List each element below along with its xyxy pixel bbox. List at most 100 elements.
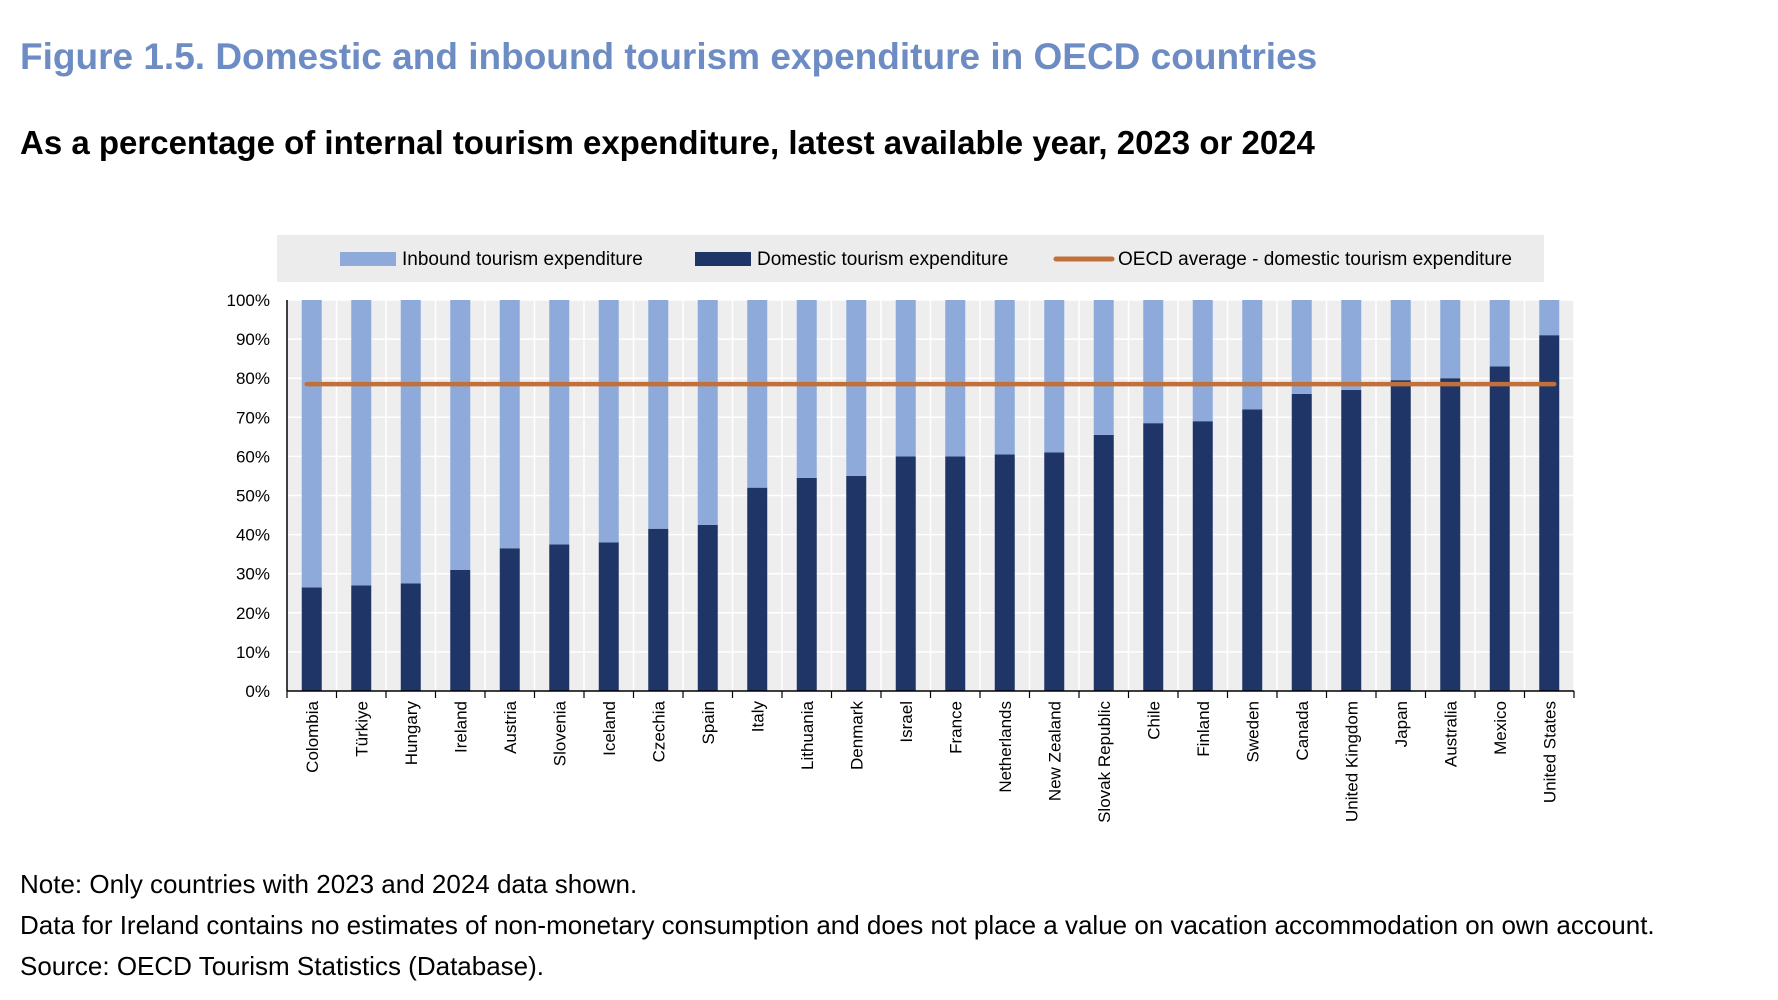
bar-domestic (1044, 452, 1065, 691)
bar-inbound (351, 300, 372, 586)
bar-inbound (846, 300, 867, 476)
y-tick-label: 60% (236, 447, 270, 466)
x-tick-label: Netherlands (996, 701, 1015, 793)
legend-label: OECD average - domestic tourism expendit… (1118, 249, 1512, 270)
x-tick-label: Hungary (402, 701, 421, 766)
y-tick-label: 30% (236, 565, 270, 584)
bar-inbound (1341, 300, 1362, 390)
x-tick-label: Lithuania (798, 700, 817, 770)
x-tick-label: Czechia (649, 700, 668, 762)
bar-inbound (796, 300, 817, 478)
x-tick-label: Italy (748, 701, 767, 733)
x-tick-label: United States (1540, 701, 1559, 803)
bar-inbound (450, 300, 471, 570)
bar-domestic (895, 456, 916, 691)
bar-domestic (846, 475, 867, 691)
bar-inbound (1291, 300, 1312, 394)
x-tick-label: Japan (1392, 701, 1411, 747)
bar-inbound (697, 300, 718, 525)
figure-title: Figure 1.5. Domestic and inbound tourism… (20, 36, 1318, 77)
bar-domestic (1489, 366, 1510, 691)
x-tick-label: Israel (897, 701, 916, 743)
bar-domestic (1341, 389, 1362, 691)
bar-domestic (994, 454, 1015, 691)
x-tick-label: Canada (1293, 700, 1312, 760)
bar-inbound (1539, 300, 1560, 336)
x-tick-label: Türkiye (352, 701, 371, 757)
bar-domestic (1242, 409, 1263, 691)
y-tick-label: 40% (236, 526, 270, 545)
bar-inbound (301, 300, 322, 588)
y-tick-label: 80% (236, 369, 270, 388)
bar-domestic (1291, 393, 1312, 691)
note-text: Note: Only countries with 2023 and 2024 … (20, 869, 638, 899)
x-tick-label: Sweden (1243, 701, 1262, 762)
x-tick-label: Slovak Republic (1095, 701, 1114, 823)
source-text: Source: OECD Tourism Statistics (Databas… (20, 951, 545, 981)
bar-inbound (1143, 300, 1164, 424)
bar-inbound (994, 300, 1015, 455)
bar-domestic (1143, 423, 1164, 691)
bar-domestic (1539, 335, 1560, 691)
bar-inbound (1242, 300, 1263, 410)
bar-domestic (648, 528, 669, 691)
bar-domestic (796, 477, 817, 691)
x-tick-label: Denmark (847, 701, 866, 770)
bar-inbound (1489, 300, 1510, 367)
x-tick-label: United Kingdom (1342, 701, 1361, 822)
x-tick-label: Colombia (303, 700, 322, 772)
stacked-bar-chart: Inbound tourism expenditure Domestic tour… (227, 235, 1575, 823)
x-tick-label: France (946, 701, 965, 754)
y-tick-label: 70% (236, 408, 270, 427)
legend-swatch (340, 252, 396, 266)
x-tick-label: Australia (1441, 700, 1460, 767)
bar-domestic (549, 544, 570, 691)
bar-inbound (648, 300, 669, 529)
bar-domestic (1390, 380, 1411, 691)
x-tick-label: Chile (1144, 701, 1163, 740)
bar-inbound (1093, 300, 1114, 435)
y-tick-label: 20% (236, 604, 270, 623)
bar-inbound (1390, 300, 1411, 381)
x-axis-tick-labels: Colombia Türkiye Hungary Ireland Austria Slov… (303, 700, 1560, 822)
bar-inbound (598, 300, 619, 543)
ireland-note-text: Data for Ireland contains no estimates o… (20, 910, 1655, 940)
y-tick-label: 100% (227, 291, 270, 310)
bar-inbound (549, 300, 570, 545)
bar-inbound (499, 300, 520, 549)
chart-legend: Inbound tourism expenditure Domestic tour… (340, 249, 1512, 270)
x-tick-label: Spain (699, 701, 718, 744)
bar-inbound (1440, 300, 1461, 379)
x-tick-label: New Zealand (1045, 701, 1064, 801)
axes (286, 300, 1575, 698)
bar-inbound (747, 300, 768, 488)
y-axis-tick-labels: 0% 10% 20% 30% 40% 50% 60% 70% 80% 90% 100% (227, 291, 270, 701)
bar-domestic (1093, 434, 1114, 691)
legend-label: Domestic tourism expenditure (757, 249, 1008, 270)
x-tick-label: Finland (1194, 701, 1213, 757)
y-tick-label: 90% (236, 330, 270, 349)
bar-domestic (945, 456, 966, 691)
figure-notes: Note: Only countries with 2023 and 2024 … (20, 864, 1655, 987)
y-tick-label: 10% (236, 643, 270, 662)
figure-subtitle: As a percentage of internal tourism expe… (20, 124, 1315, 161)
bar-inbound (400, 300, 421, 584)
legend-swatch (695, 252, 751, 266)
bar-domestic (1440, 378, 1461, 691)
bar-inbound (1192, 300, 1213, 422)
bar-inbound (945, 300, 966, 457)
x-tick-label: Mexico (1491, 701, 1510, 755)
bars (301, 300, 1560, 691)
bar-domestic (351, 585, 372, 691)
bar-domestic (400, 583, 421, 691)
x-tick-label: Austria (501, 700, 520, 753)
bar-inbound (1044, 300, 1065, 453)
x-tick-label: Ireland (451, 701, 470, 753)
bar-inbound (895, 300, 916, 457)
legend-background (277, 235, 1544, 282)
legend-label: Inbound tourism expenditure (402, 249, 643, 270)
y-tick-label: 50% (236, 487, 270, 506)
bar-domestic (697, 524, 718, 691)
bar-domestic (747, 487, 768, 691)
bar-domestic (450, 569, 471, 691)
